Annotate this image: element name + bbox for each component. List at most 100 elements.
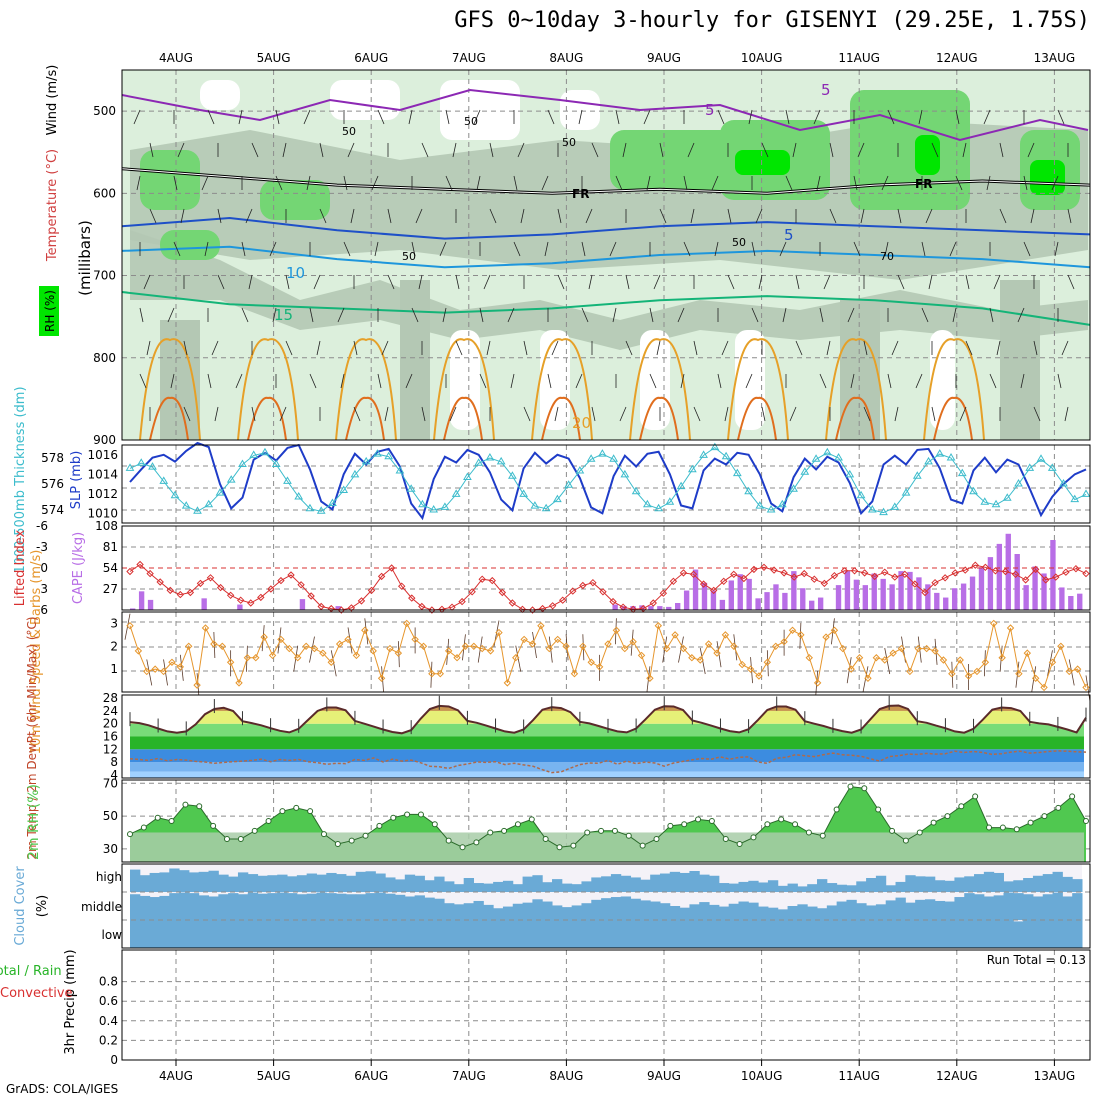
wind-barb: [625, 274, 630, 290]
rh-patch: [160, 230, 220, 260]
wind-barb: [925, 208, 933, 224]
wind-barb: [405, 373, 413, 389]
cloud-bar-high: [493, 881, 504, 892]
temperature-side-label: Temperature (°C): [45, 149, 60, 262]
rh-dry-pocket: [540, 330, 570, 430]
li-marker: [1042, 576, 1050, 584]
li-marker: [830, 571, 839, 580]
cloud-bar-middle: [218, 894, 229, 920]
cape-bar: [138, 591, 145, 610]
rh-marker: [902, 837, 909, 844]
cloud-bar-low: [885, 920, 897, 948]
rh-marker: [889, 827, 896, 834]
wind-marker: [151, 665, 159, 673]
cloud-bar-low: [394, 920, 406, 948]
rh-marker: [362, 832, 369, 839]
cloud-bar-high: [964, 876, 975, 892]
thickness-marker: [1047, 463, 1057, 471]
wind-barb-10m: [397, 641, 400, 668]
wind-marker: [881, 656, 889, 664]
cloud-bar-high: [552, 879, 563, 892]
stability-panel: -6 -3 0 3 6 108 81 54 27 Lifted Index CAPE (J/kg): [13, 519, 1091, 617]
wind-barb: [860, 208, 865, 224]
thickness-marker: [204, 499, 214, 508]
rh-marker: [473, 839, 480, 846]
li-tick: 3: [40, 582, 48, 596]
wind-barb: [523, 406, 531, 422]
cape-tick: 54: [103, 561, 118, 575]
li-marker: [649, 599, 657, 607]
date-label-top: 7AUG: [452, 51, 486, 65]
thickness-marker: [732, 468, 742, 477]
wind-marker: [126, 622, 134, 630]
cloud-bar-middle: [247, 892, 259, 920]
wind-side-label: Wind (m/s): [45, 65, 60, 136]
wind-tick: 2: [110, 639, 118, 653]
cloud-bar-middle: [375, 892, 386, 920]
wind-barb: [251, 142, 259, 158]
cloud-bar-low: [983, 920, 995, 948]
cape-bar: [237, 604, 243, 610]
cloud-bar-middle: [522, 902, 533, 920]
rh-tick: 50: [103, 809, 118, 823]
wind-barb-10m: [213, 631, 216, 659]
temp-axis-label: 2m Temp / 2m DewPt (6hr Min/Max) (°C): [25, 616, 39, 859]
wind-barb: [139, 373, 147, 389]
cloud-bar-low: [1032, 920, 1044, 948]
wind-barb: [962, 142, 967, 158]
wind-barb: [996, 340, 1001, 356]
cloud-bar-high: [208, 870, 219, 892]
cloud-bar-middle: [817, 908, 828, 920]
cloud-bar-middle: [473, 900, 484, 920]
li-marker: [659, 589, 668, 597]
wind-barb-10m: [261, 625, 265, 652]
cloud-bar-low: [532, 920, 543, 948]
cloud-bar-middle: [139, 895, 151, 920]
wind-barb: [965, 274, 970, 290]
thickness-marker: [181, 501, 191, 509]
wind-barb: [177, 142, 185, 158]
cloud-bar-high: [738, 881, 749, 892]
li-marker: [941, 574, 949, 582]
cloud-bar-high: [983, 871, 995, 892]
wind-barb: [714, 241, 719, 257]
rh-patch: [140, 150, 200, 210]
cloud-bar-middle: [974, 894, 985, 920]
panel-frame: [121, 525, 1091, 611]
wind-barb: [1023, 175, 1028, 191]
cloud-bar-high: [836, 884, 847, 892]
wind-barb: [826, 340, 831, 356]
cloud-bar-low: [1003, 920, 1014, 948]
cloud-bar-low: [228, 920, 239, 948]
cloud-bar-high: [610, 874, 622, 892]
rh-marker: [210, 822, 217, 829]
rh-marker: [279, 808, 286, 815]
cloud-bar-high: [179, 870, 190, 892]
date-label-top: 11AUG: [838, 51, 880, 65]
freezing-level-inner: [121, 168, 1091, 194]
li-marker: [1031, 565, 1040, 574]
thickness-marker: [451, 489, 461, 497]
wind-marker: [855, 654, 864, 662]
wind-marker: [1023, 649, 1032, 657]
li-marker: [1001, 567, 1010, 576]
cloud-bar-middle: [345, 894, 357, 920]
cape-bar: [853, 579, 860, 610]
li-marker: [850, 567, 859, 575]
wind-panel: 3 2 1 10m Wind Speed & Barbs (m/s): [29, 550, 1091, 754]
slp-tick: 1012: [87, 487, 118, 501]
wind-marker: [822, 633, 830, 641]
wind-barb: [829, 208, 837, 224]
wind-marker: [780, 638, 788, 646]
wind-marker: [696, 656, 704, 664]
wind-marker: [738, 660, 746, 669]
cloud-bar-low: [179, 920, 190, 948]
panel-frame: [121, 694, 1091, 779]
date-label-top: 5AUG: [257, 51, 291, 65]
thickness-marker: [553, 494, 562, 503]
wind-barb: [489, 142, 494, 158]
rh-marker: [431, 821, 438, 828]
wind-marker: [897, 644, 906, 653]
wind-barb: [421, 142, 429, 158]
cloud-bar-high: [404, 874, 416, 892]
